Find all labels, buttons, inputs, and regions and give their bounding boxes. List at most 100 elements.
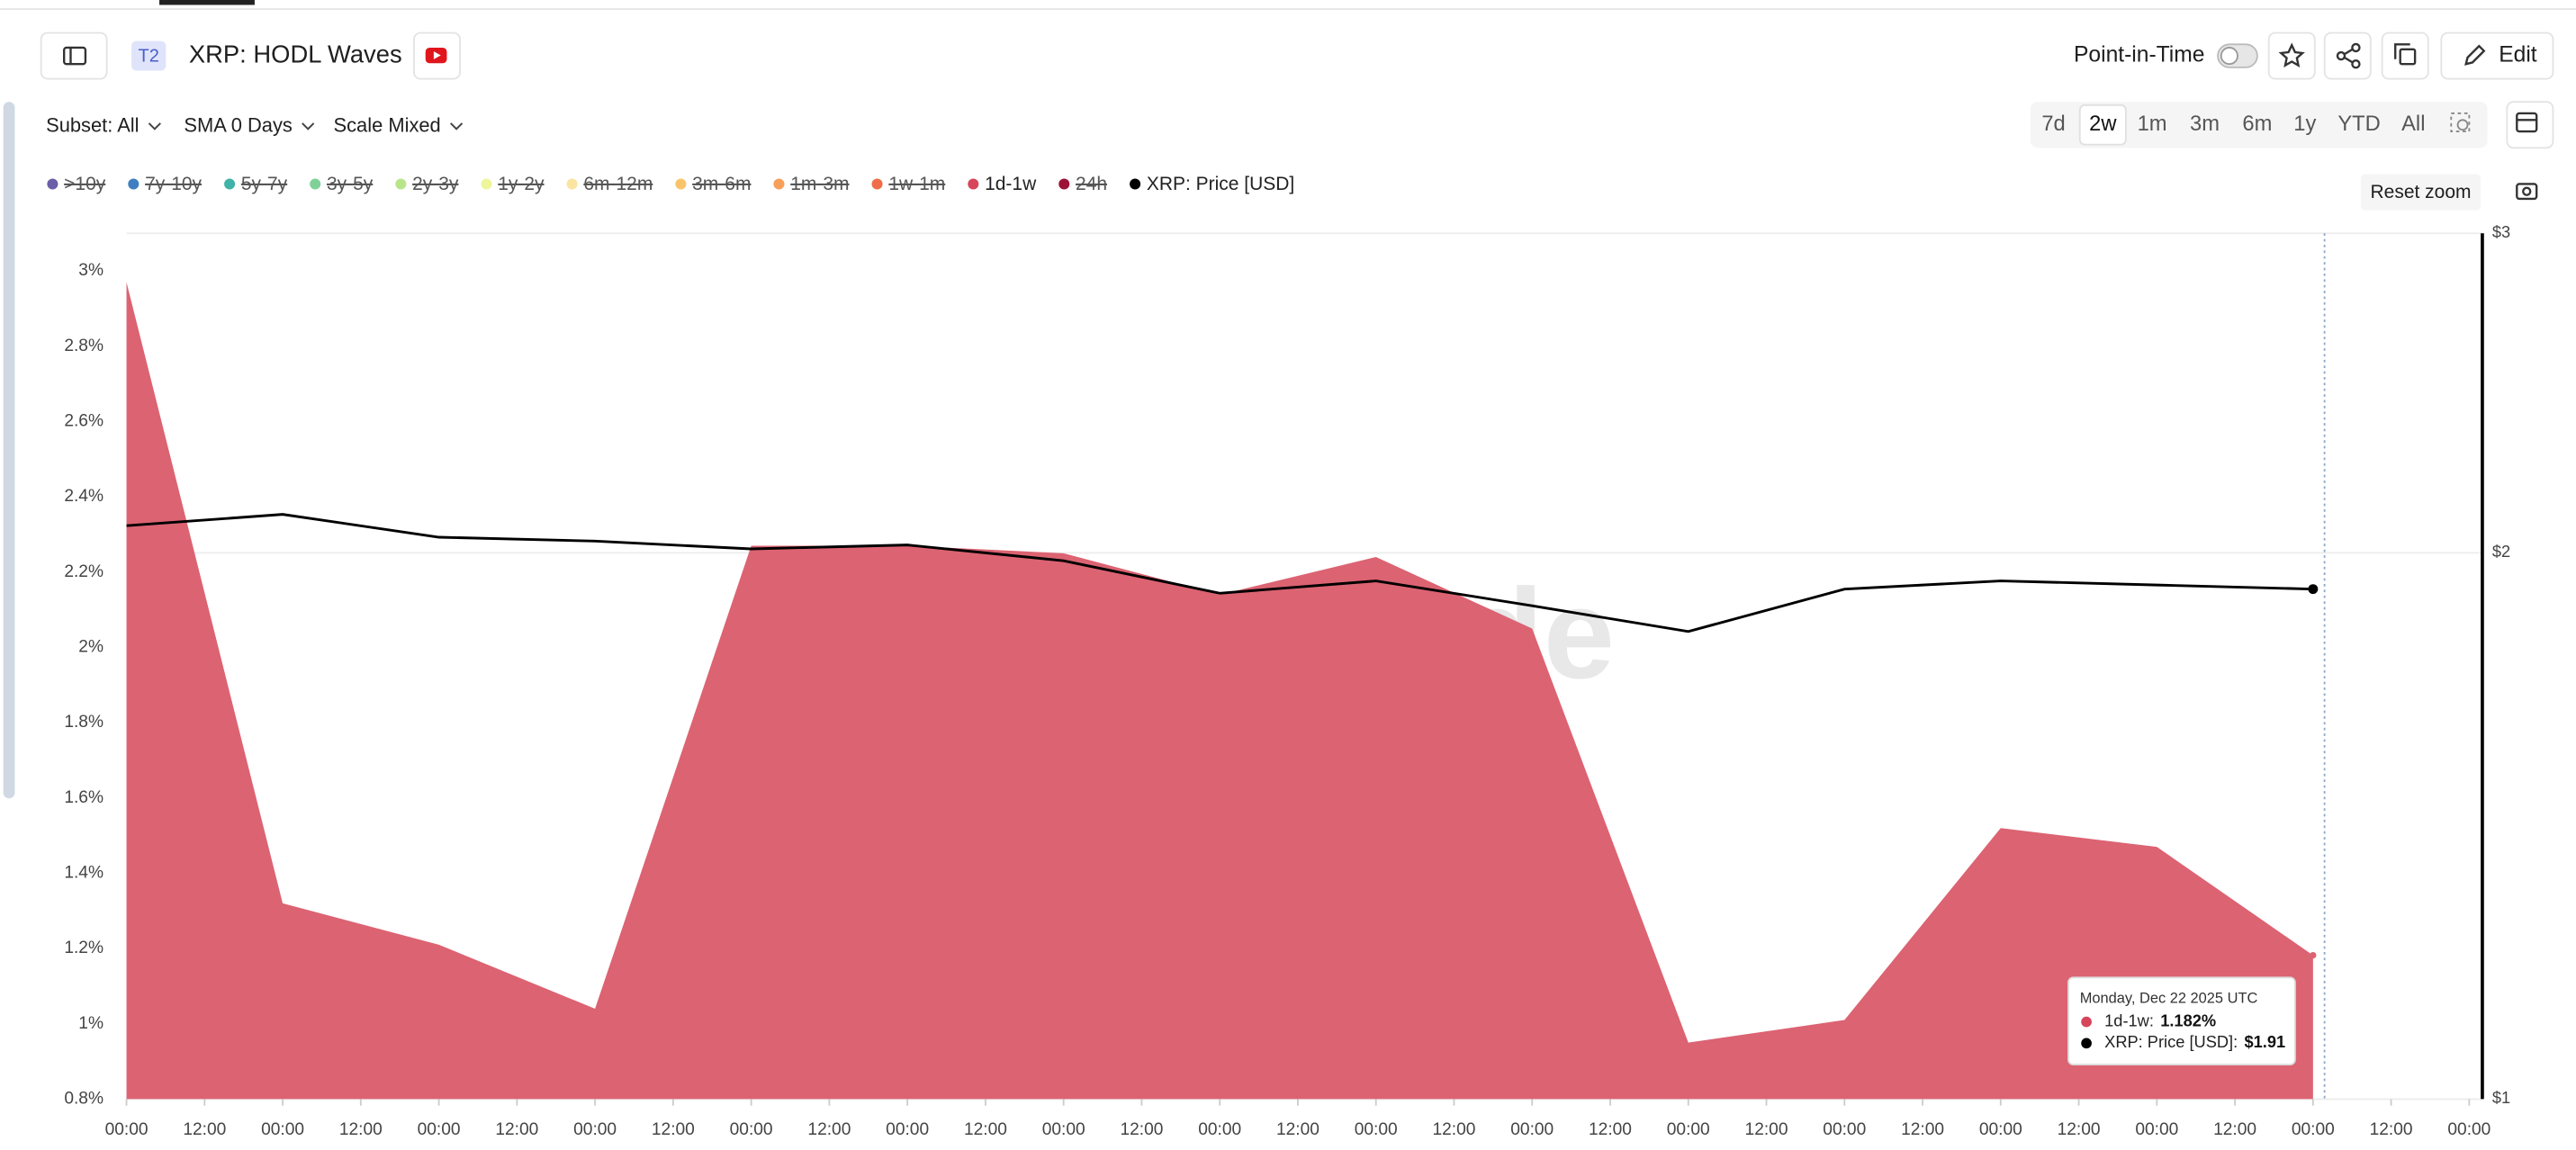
button-frame[interactable] [2360, 174, 2481, 211]
range-button[interactable]: 3m [2190, 112, 2220, 136]
button-frame[interactable] [2381, 31, 2429, 80]
favorite-button[interactable] [2267, 31, 2316, 80]
legend-entry[interactable]: 3m-6m [692, 174, 751, 194]
hover-point [2310, 951, 2317, 959]
x-tick-label: 12:00 [495, 1120, 538, 1139]
legend-dot [395, 178, 407, 190]
toggle-knob [2220, 47, 2238, 66]
pencil-icon [2464, 44, 2486, 66]
legend-entry[interactable]: 5y-7y [241, 174, 288, 194]
range-button[interactable]: YTD [2337, 112, 2380, 136]
range-active [2078, 103, 2127, 146]
legend-entry[interactable]: 24h [1076, 174, 1107, 194]
edit-button[interactable]: Edit [2440, 31, 2554, 80]
sidebar-icon [62, 46, 87, 66]
zoom-frame[interactable] [2450, 112, 2471, 132]
x-tick-label: 12:00 [1745, 1120, 1788, 1139]
legend-entry[interactable]: 7y-10y [145, 174, 202, 194]
x-tick-label: 12:00 [1589, 1120, 1632, 1139]
sidebar-button[interactable] [40, 31, 108, 80]
x-tick-label: 00:00 [2135, 1120, 2178, 1139]
legend-entry[interactable]: XRP: Price [USD] [1147, 174, 1294, 194]
hover-point [2308, 584, 2319, 595]
x-tick-label: 12:00 [964, 1120, 1007, 1139]
x-tick-label: 00:00 [730, 1120, 773, 1139]
x-tick-label: 12:00 [1433, 1120, 1476, 1139]
calendar-icon [2516, 112, 2538, 133]
duplicate-button[interactable] [2381, 31, 2429, 80]
y2-tick-label: $3 [2492, 222, 2510, 241]
x-tick-label: 00:00 [418, 1120, 461, 1139]
x-tick-label: 12:00 [1120, 1120, 1163, 1139]
zoom-lens [2456, 119, 2469, 131]
legend-entry[interactable]: 1y-2y [498, 174, 545, 194]
zoom-select-icon[interactable] [2450, 112, 2471, 132]
tooltip-dot [2081, 1038, 2092, 1049]
share-button[interactable] [2323, 31, 2372, 80]
x-tick-label: 12:00 [1901, 1120, 1944, 1139]
x-tick-label: 00:00 [2292, 1120, 2335, 1139]
share-node [2351, 58, 2361, 69]
y-tick-label: 2.2% [64, 562, 104, 581]
tooltip-value: 1.182% [2160, 1011, 2216, 1029]
tooltip-dot [2081, 1016, 2092, 1028]
legend-entry[interactable]: 1d-1w [985, 174, 1037, 194]
range-button[interactable]: 2w [2089, 112, 2117, 136]
snapshot-button[interactable] [2516, 183, 2538, 201]
legend-entry[interactable]: 2y-3y [412, 174, 459, 194]
legend-entry[interactable]: 3y-5y [327, 174, 374, 194]
page-title: XRP: HODL Waves [189, 40, 402, 67]
button-frame[interactable] [2267, 31, 2316, 80]
filter-dropdown[interactable]: SMA 0 Days [184, 113, 292, 136]
copy-icon [2399, 48, 2417, 66]
y-tick-label: 2.4% [64, 487, 104, 506]
reset-zoom-button[interactable]: Reset zoom [2360, 174, 2481, 211]
x-tick-label: 00:00 [2447, 1120, 2490, 1139]
camera-icon[interactable] [2516, 183, 2538, 201]
active-tab-bar [159, 0, 255, 5]
tooltip-label: 1d-1w: [2104, 1011, 2154, 1029]
x-tick-label: 00:00 [1355, 1120, 1398, 1139]
button-frame[interactable] [2440, 31, 2554, 80]
point-in-time-toggle[interactable] [2217, 43, 2258, 68]
range-button[interactable]: All [2401, 112, 2425, 136]
range-button[interactable]: 7d [2041, 112, 2065, 136]
x-tick-label: 12:00 [652, 1120, 695, 1139]
youtube-button[interactable] [413, 31, 461, 80]
y-tick-label: 0.8% [64, 1089, 104, 1108]
legend-dot [310, 178, 321, 190]
x-tick-label: 00:00 [1198, 1120, 1241, 1139]
range-group [2031, 102, 2488, 148]
y-tick-label: 2.6% [64, 411, 104, 430]
edit-label: Edit [2499, 43, 2537, 67]
legend-dot [773, 178, 785, 190]
button-frame[interactable] [40, 31, 108, 80]
button-frame[interactable] [2323, 31, 2372, 80]
tooltip: Monday, Dec 22 2025 UTC 1d-1w: 1.182% XRP: … [2067, 976, 2296, 1065]
area-series [126, 282, 2313, 1100]
x-tick-label: 00:00 [1042, 1120, 1085, 1139]
line-series [126, 513, 2313, 633]
legend-dot [675, 178, 687, 190]
legend-entry[interactable]: >10y [64, 174, 106, 194]
reset-zoom-label: Reset zoom [2371, 182, 2472, 202]
legend-entry[interactable]: 1w-1m [888, 174, 945, 194]
legend-dot [871, 178, 883, 190]
legend-dot [1130, 178, 1141, 190]
range-button[interactable]: 1m [2138, 112, 2167, 136]
filter-dropdown[interactable]: Subset: All [46, 113, 139, 136]
x-tick-label: 00:00 [1979, 1120, 2022, 1139]
filter-dropdown[interactable]: Scale Mixed [334, 113, 441, 136]
x-tick-label: 00:00 [105, 1120, 149, 1139]
range-button[interactable]: 6m [2242, 112, 2272, 136]
legend-dot [1058, 178, 1070, 190]
range-button[interactable]: 1y [2293, 112, 2316, 136]
x-tick-label: 12:00 [2370, 1120, 2413, 1139]
legend-entry[interactable]: 6m-12m [583, 174, 653, 194]
share-links [2344, 48, 2354, 64]
legend-entry[interactable]: 1m-3m [790, 174, 849, 194]
x-tick-label: 12:00 [183, 1120, 226, 1139]
calendar-button[interactable] [2506, 101, 2554, 149]
copy-icon-back [2394, 43, 2410, 59]
